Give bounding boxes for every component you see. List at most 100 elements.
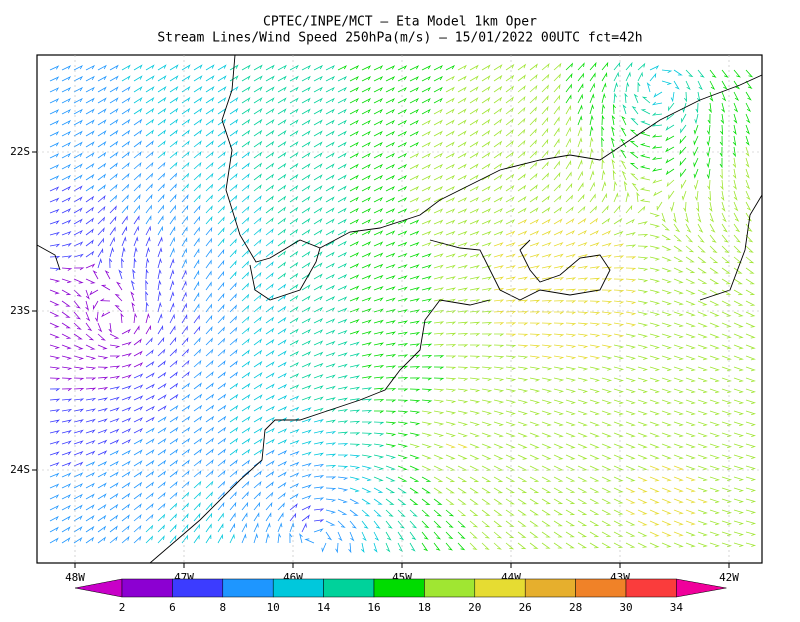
streamline-arrow (241, 216, 250, 225)
streamline-arrow (469, 333, 481, 337)
streamline-arrow (481, 322, 493, 326)
streamline-arrow (85, 263, 96, 269)
streamline-arrow (325, 329, 336, 335)
streamline-arrow (217, 118, 227, 126)
streamline-arrow (421, 421, 433, 426)
streamline-arrow (145, 383, 155, 390)
streamline-arrow (337, 97, 347, 104)
streamline-arrow (685, 509, 696, 515)
streamline-arrow (469, 196, 479, 203)
streamline-arrow (553, 476, 564, 482)
coastline (37, 55, 762, 563)
streamline-arrow (721, 333, 732, 339)
streamline-arrow (361, 498, 371, 505)
streamline-arrow (397, 97, 408, 104)
streamline-arrow (661, 245, 672, 251)
streamline-arrow (397, 343, 409, 347)
streamline-arrow (301, 108, 311, 115)
streamline-arrow (229, 227, 237, 236)
streamline-arrow (157, 86, 167, 93)
streamline-arrow (277, 350, 287, 357)
streamline-arrow (673, 267, 684, 273)
streamline-arrow (421, 309, 433, 314)
streamline-arrow (517, 498, 527, 505)
streamline-arrow (629, 141, 639, 148)
streamline-arrow (265, 338, 275, 346)
streamline-arrow (92, 300, 99, 311)
streamline-arrow (409, 241, 420, 247)
streamline-arrow (313, 508, 325, 512)
streamline-arrow (625, 71, 631, 82)
streamline-arrow (385, 331, 396, 335)
streamline-arrow (732, 157, 737, 169)
streamline-arrow (541, 195, 550, 203)
streamline-arrow (565, 454, 576, 460)
colorbar-label: 6 (169, 601, 176, 614)
streamline-arrow (445, 185, 455, 192)
streamline-arrow (265, 239, 274, 247)
streamline-arrow (253, 216, 262, 225)
streamline-arrow (601, 333, 613, 338)
streamline-arrow (349, 296, 360, 302)
streamline-arrow (157, 371, 167, 379)
streamline-arrow (709, 344, 720, 350)
streamline-arrow (445, 287, 456, 291)
streamline-arrow (301, 141, 311, 148)
streamline-arrow (745, 201, 752, 211)
streamline-arrow (229, 249, 237, 258)
streamline-arrow (625, 542, 636, 548)
streamline-arrow (541, 476, 552, 482)
streamline-arrow (481, 399, 493, 404)
streamline-arrow (553, 377, 565, 382)
streamline-arrow (145, 312, 150, 324)
streamline-arrow (577, 399, 588, 405)
streamline-arrow (97, 439, 108, 445)
streamline-arrow (253, 349, 263, 357)
streamline-arrow (73, 408, 85, 413)
streamline-arrow (253, 140, 263, 148)
streamline-arrow (73, 97, 83, 104)
streamline-arrow (745, 487, 757, 492)
streamline-arrow (49, 377, 61, 381)
streamline-arrow (349, 498, 360, 504)
streamline-arrow (289, 328, 299, 335)
streamline-arrow (601, 531, 612, 537)
streamline-arrow (661, 399, 672, 405)
streamline-arrow (289, 532, 293, 544)
streamline-arrow (673, 344, 684, 350)
streamline-arrow (541, 63, 550, 71)
streamline-arrow (733, 531, 744, 536)
streamline-arrow (493, 230, 504, 236)
streamline-arrow (110, 355, 121, 359)
streamline-arrow (313, 385, 324, 390)
streamline-arrow (325, 476, 337, 480)
streamline-arrow (385, 174, 396, 181)
streamline-arrow (589, 465, 600, 471)
streamline-arrow (85, 239, 94, 247)
streamline-arrow (85, 184, 95, 192)
streamline-arrow (229, 216, 238, 225)
streamline-arrow (397, 252, 408, 258)
streamline-arrow (565, 443, 576, 449)
streamline-arrow (613, 443, 624, 449)
streamline-arrow (641, 96, 651, 104)
streamline-arrow (697, 399, 708, 405)
streamline-arrow (265, 64, 275, 71)
streamline-arrow (637, 289, 649, 294)
streamline-arrow (301, 152, 311, 159)
streamline-arrow (613, 542, 624, 548)
colorbar-label: 34 (670, 601, 684, 614)
streamline-arrow (205, 480, 214, 489)
streamline-arrow (637, 509, 648, 515)
streamline-arrow (145, 140, 154, 148)
streamline-arrow (265, 140, 275, 148)
streamline-arrow (745, 146, 750, 157)
streamline-arrow (565, 300, 577, 304)
streamline-arrow (241, 173, 250, 181)
streamline-arrow (121, 525, 130, 533)
streamline-arrow (553, 421, 564, 427)
streamline-arrow (457, 410, 469, 415)
streamline-arrow (445, 310, 457, 314)
streamline-arrow (289, 339, 299, 346)
streamline-arrow (541, 410, 552, 416)
